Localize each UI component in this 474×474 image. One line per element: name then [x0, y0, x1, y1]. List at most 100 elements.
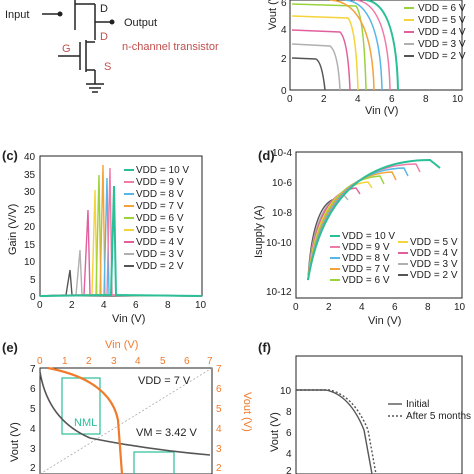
svg-text:6: 6	[216, 384, 222, 395]
svg-text:0: 0	[293, 302, 299, 313]
panel-b: Vout (V) 0 2 4 6 0 2 4 6 8 10 Vin (V)	[267, 0, 466, 117]
svg-text:25: 25	[24, 205, 36, 216]
svg-text:2: 2	[286, 466, 292, 474]
svg-text:4: 4	[30, 424, 36, 435]
panel-e: (e) Vin (V) 0 1 2 3 4 5 6 7 7 6 5 4 3 2 …	[2, 339, 253, 474]
svg-text:2: 2	[216, 463, 222, 474]
svg-text:VDD = 7 V: VDD = 7 V	[342, 264, 390, 275]
panel-c-ylabel: Gain (V/V)	[7, 204, 19, 255]
panel-e-top-label: Vin (V)	[105, 339, 138, 351]
svg-text:0: 0	[37, 356, 43, 367]
drain-label: D	[100, 31, 108, 43]
panel-e-vm: VM = 3.42 V	[136, 427, 198, 439]
svg-text:4: 4	[216, 424, 222, 435]
panel-d-legend: VDD = 10 V VDD = 9 V VDD = 8 V VDD = 7 V…	[330, 231, 458, 286]
svg-text:4: 4	[281, 25, 287, 36]
svg-text:4: 4	[135, 356, 141, 367]
svg-text:5: 5	[216, 404, 222, 415]
svg-text:6: 6	[389, 94, 395, 105]
svg-text:10-4: 10-4	[272, 148, 292, 159]
panel-d-xlabel: Vin (V)	[368, 315, 401, 327]
svg-text:VDD = 5 V: VDD = 5 V	[418, 15, 466, 26]
svg-text:10: 10	[195, 300, 207, 311]
svg-text:8: 8	[425, 302, 431, 313]
panel-f-legend: Initial After 5 months	[388, 399, 471, 422]
svg-text:6: 6	[286, 428, 292, 439]
svg-text:10-10: 10-10	[266, 238, 292, 249]
svg-text:Initial: Initial	[406, 399, 429, 410]
svg-text:5: 5	[30, 404, 36, 415]
svg-text:VDD = 3 V: VDD = 3 V	[410, 259, 458, 270]
svg-text:8: 8	[423, 94, 429, 105]
svg-text:7: 7	[30, 364, 36, 375]
svg-text:10: 10	[452, 94, 464, 105]
panel-b-ylabel: Vout (V)	[267, 0, 279, 30]
svg-text:6: 6	[30, 384, 36, 395]
svg-text:10-8: 10-8	[272, 208, 292, 219]
svg-text:4: 4	[286, 449, 292, 460]
source-label: S	[104, 61, 111, 73]
svg-text:10: 10	[454, 302, 466, 313]
svg-text:4: 4	[355, 94, 361, 105]
panel-e-vdd: VDD = 7 V	[138, 375, 191, 387]
svg-text:2: 2	[86, 356, 92, 367]
svg-text:2: 2	[30, 463, 36, 474]
svg-text:30: 30	[24, 187, 36, 198]
svg-text:VDD = 2 V: VDD = 2 V	[410, 270, 458, 281]
svg-text:VDD = 8 V: VDD = 8 V	[136, 189, 184, 200]
panel-c-peaks	[39, 164, 203, 297]
panel-c-yticks: 0 5 10 15 20 25 30 35 40	[24, 152, 36, 303]
panel-e-label: (e)	[2, 340, 18, 355]
svg-text:40: 40	[24, 152, 36, 163]
drain-label-top: D	[100, 3, 108, 15]
svg-text:VDD = 10 V: VDD = 10 V	[342, 231, 395, 242]
svg-text:VDD = 9 V: VDD = 9 V	[342, 242, 390, 253]
svg-text:6: 6	[133, 300, 139, 311]
svg-text:10: 10	[280, 386, 292, 397]
svg-text:VDD = 6 V: VDD = 6 V	[418, 3, 466, 14]
svg-text:6: 6	[281, 0, 287, 9]
svg-text:4: 4	[359, 302, 365, 313]
svg-text:VDD = 5 V: VDD = 5 V	[136, 225, 184, 236]
svg-text:After 5 months: After 5 months	[406, 411, 471, 422]
panel-f-ylabel: Vout (V)	[269, 412, 281, 452]
panel-c-label: (c)	[2, 148, 18, 163]
inverter-schematic: Input D Output D G n-channel transistor …	[5, 0, 219, 93]
svg-text:VDD = 4 V: VDD = 4 V	[410, 248, 458, 259]
svg-text:10-12: 10-12	[266, 287, 292, 298]
svg-text:10-6: 10-6	[272, 178, 292, 189]
panel-b-yticks: 0 2 4 6	[281, 0, 287, 97]
panel-d-curves	[307, 158, 441, 281]
svg-text:0: 0	[37, 300, 43, 311]
svg-text:VDD = 7 V: VDD = 7 V	[136, 201, 184, 212]
svg-text:3: 3	[216, 444, 222, 455]
svg-text:20: 20	[24, 222, 36, 233]
svg-text:7: 7	[207, 356, 213, 367]
svg-text:VDD = 4 V: VDD = 4 V	[418, 27, 466, 38]
panel-c: (c) Gain (V/V) 0 5 10 15 20 25 30 35 40 …	[2, 148, 207, 325]
svg-text:0: 0	[281, 86, 287, 97]
svg-text:6: 6	[184, 356, 190, 367]
svg-text:6: 6	[392, 302, 398, 313]
svg-text:VDD = 9 V: VDD = 9 V	[136, 177, 184, 188]
svg-text:0: 0	[287, 94, 293, 105]
svg-text:VDD = 3 V: VDD = 3 V	[136, 249, 184, 260]
panel-f: (f) Vout (V) 10 8 6 4 2 Initial After 5 …	[258, 340, 471, 474]
panel-b-xlabel: Vin (V)	[365, 105, 398, 117]
svg-text:VDD = 3 V: VDD = 3 V	[418, 39, 466, 50]
output-label: Output	[124, 17, 157, 29]
gate-label: G	[62, 43, 71, 55]
svg-text:VDD = 2 V: VDD = 2 V	[418, 51, 466, 62]
svg-text:15: 15	[24, 240, 36, 251]
transistor-type-label: n-channel transistor	[122, 41, 219, 53]
panel-d: (d) Isupply (A) 10-4 10-6 10-8 10-10 10-…	[253, 148, 466, 327]
svg-text:4: 4	[101, 300, 107, 311]
panel-c-legend: VDD = 10 V VDD = 9 V VDD = 8 V VDD = 7 V…	[124, 165, 189, 272]
panel-e-top-ticks: 0 1 2 3 4 5 6 7	[37, 356, 213, 367]
panel-e-left-ticks: 7 6 5 4 3 2	[30, 364, 36, 474]
panel-e-right-ticks: 7 6 5 4 3 2	[216, 364, 222, 474]
svg-text:VDD = 8 V: VDD = 8 V	[342, 253, 390, 264]
svg-text:7: 7	[216, 364, 222, 375]
svg-text:5: 5	[160, 356, 166, 367]
